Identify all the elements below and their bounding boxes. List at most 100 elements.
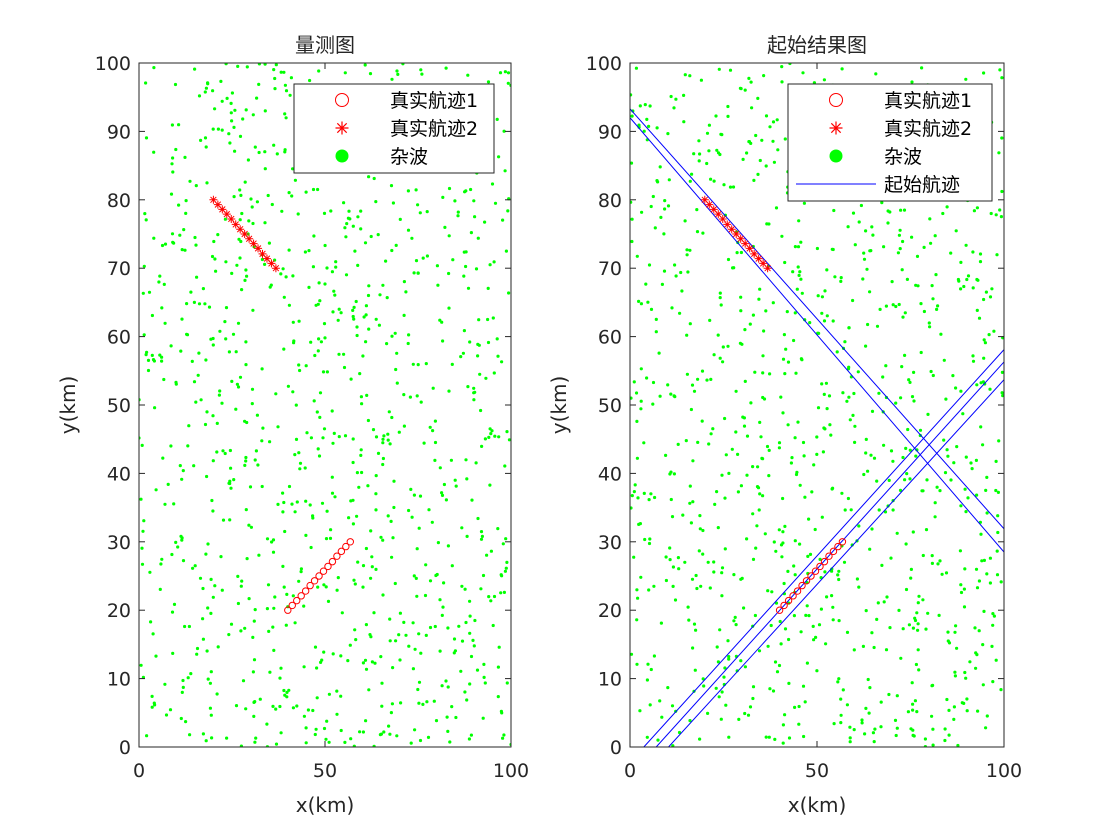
clutter-point — [211, 414, 215, 418]
true-track-1-points — [284, 538, 354, 614]
clutter-point — [714, 686, 718, 690]
clutter-point — [187, 624, 191, 629]
clutter-point — [274, 63, 278, 67]
clutter-point — [361, 661, 365, 665]
clutter-point — [875, 479, 879, 483]
legend-label: 真实航迹2 — [390, 118, 478, 140]
clutter-point — [187, 424, 191, 428]
clutter-point — [726, 257, 731, 262]
clutter-point — [751, 313, 756, 317]
track-2-point — [700, 195, 709, 204]
clutter-point — [724, 453, 728, 457]
clutter-point — [406, 228, 411, 232]
clutter-point — [813, 527, 817, 532]
clutter-point — [860, 718, 864, 722]
clutter-point — [478, 372, 482, 376]
clutter-point — [901, 315, 905, 319]
clutter-point — [388, 639, 392, 643]
clutter-point — [914, 283, 918, 287]
clutter-point — [716, 333, 720, 337]
clutter-point — [839, 721, 843, 725]
clutter-point — [305, 431, 309, 435]
clutter-point — [649, 307, 654, 311]
clutter-point — [887, 478, 891, 482]
clutter-point — [497, 645, 501, 649]
clutter-point — [761, 395, 765, 400]
clutter-point — [862, 472, 866, 477]
clutter-point — [483, 437, 487, 441]
clutter-point — [828, 423, 832, 427]
clutter-point — [425, 210, 429, 214]
clutter-point — [764, 114, 769, 118]
clutter-point — [330, 475, 334, 479]
clutter-point — [503, 70, 507, 74]
clutter-point — [244, 268, 248, 272]
clutter-point — [944, 397, 948, 401]
y-axis-label: y(km) — [547, 376, 571, 435]
clutter-point — [782, 333, 787, 337]
clutter-point — [823, 570, 827, 574]
legend-label: 真实航迹2 — [884, 118, 972, 140]
clutter-point — [272, 68, 276, 72]
clutter-point — [432, 699, 436, 703]
clutter-point — [332, 289, 336, 293]
clutter-point — [630, 652, 634, 656]
clutter-point — [877, 508, 881, 512]
clutter-point — [648, 703, 652, 707]
clutter-point — [636, 596, 640, 600]
clutter-point — [674, 97, 678, 101]
clutter-point — [392, 505, 396, 510]
clutter-point — [257, 82, 261, 86]
clutter-point — [774, 601, 779, 605]
clutter-point — [988, 581, 993, 585]
clutter-point — [285, 592, 289, 597]
clutter-point — [966, 496, 970, 500]
clutter-point — [372, 611, 376, 615]
clutter-point — [464, 458, 468, 462]
clutter-point — [847, 326, 851, 330]
clutter-point — [766, 644, 770, 648]
clutter-point — [633, 483, 637, 487]
clutter-point — [358, 372, 362, 376]
clutter-point — [695, 230, 700, 234]
clutter-point — [281, 510, 285, 514]
track-1-point — [820, 557, 829, 566]
legend-marker-circle — [335, 93, 349, 107]
clutter-point — [698, 152, 702, 156]
clutter-point — [831, 618, 835, 622]
clutter-point — [500, 711, 504, 715]
clutter-point — [337, 352, 341, 356]
clutter-point — [284, 116, 288, 120]
clutter-point — [229, 466, 233, 470]
clutter-point — [942, 438, 946, 442]
track-1-point — [793, 587, 802, 595]
clutter-point — [282, 585, 286, 589]
clutter-point — [496, 665, 500, 669]
clutter-point — [253, 740, 257, 744]
clutter-point — [238, 256, 242, 260]
clutter-point — [244, 340, 248, 344]
clutter-point — [911, 702, 915, 706]
track-1-point — [346, 538, 354, 546]
clutter-point — [489, 432, 493, 436]
clutter-point — [220, 588, 224, 592]
clutter-point — [298, 368, 302, 373]
clutter-point — [677, 567, 681, 571]
clutter-point — [223, 217, 227, 221]
clutter-point — [709, 432, 713, 436]
clutter-point — [866, 677, 870, 682]
clutter-point — [657, 351, 661, 355]
clutter-point — [931, 297, 935, 301]
clutter-point — [354, 638, 358, 642]
clutter-point — [241, 679, 246, 683]
clutter-point — [283, 148, 287, 152]
clutter-point — [243, 278, 247, 282]
clutter-point — [639, 399, 643, 403]
clutter-point — [390, 702, 394, 706]
clutter-point — [930, 561, 935, 566]
clutter-point — [981, 643, 985, 647]
clutter-point — [462, 329, 466, 333]
clutter-point — [445, 715, 449, 719]
clutter-point — [260, 367, 264, 371]
clutter-point — [368, 633, 372, 637]
